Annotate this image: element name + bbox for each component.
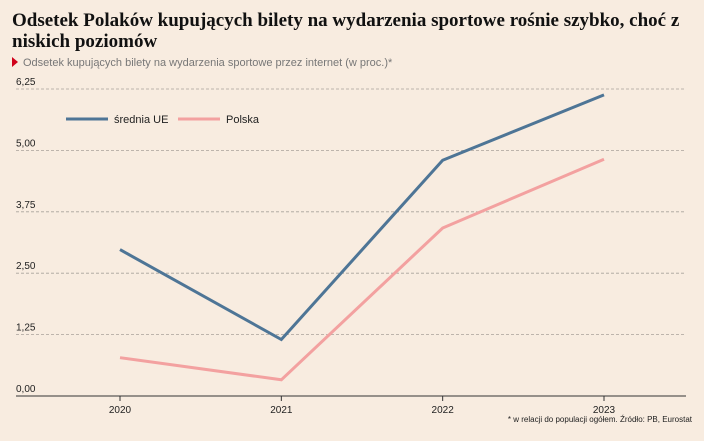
x-tick-label: 2020 <box>109 405 132 416</box>
y-tick-label: 1,25 <box>16 323 36 334</box>
legend-eu-label: średnia UE <box>114 114 168 126</box>
x-tick-label: 2021 <box>270 405 293 416</box>
chart-title: Odsetek Polaków kupujących bilety na wyd… <box>12 10 680 52</box>
series-line-eu <box>119 93 605 342</box>
y-tick-label: 6,25 <box>16 77 36 88</box>
y-tick-label: 5,00 <box>16 138 36 149</box>
y-tick-label: 2,50 <box>16 261 36 272</box>
subtitle-text: Odsetek kupujących bilety na wydarzenia … <box>23 57 393 69</box>
footnote: * w relacji do populacji ogółem. Źródło:… <box>507 415 692 424</box>
y-tick-label: 0,00 <box>16 384 36 395</box>
y-tick-label: 3,75 <box>16 200 36 211</box>
x-tick-label: 2023 <box>593 405 616 416</box>
subtitle-marker-icon <box>12 57 18 67</box>
x-tick-label: 2022 <box>432 405 455 416</box>
chart-subtitle: Odsetek kupujących bilety na wydarzenia … <box>12 56 392 70</box>
legend-polska-label: Polska <box>226 114 260 126</box>
series-line-polska <box>119 157 605 382</box>
